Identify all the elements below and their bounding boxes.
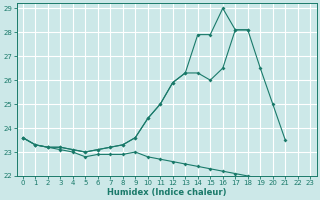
X-axis label: Humidex (Indice chaleur): Humidex (Indice chaleur) xyxy=(107,188,226,197)
